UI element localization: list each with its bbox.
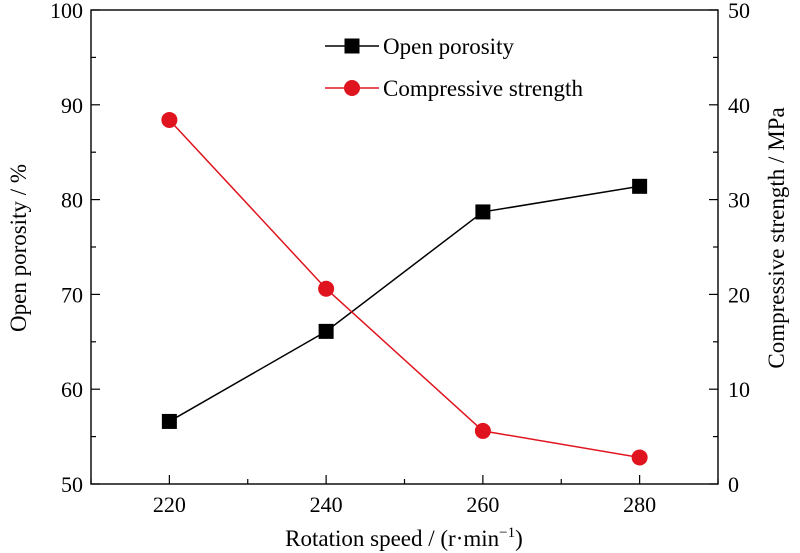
left-y-tick-label: 50 (61, 472, 83, 497)
x-tick-label: 220 (153, 492, 186, 517)
data-point (161, 111, 178, 128)
legend-item: Compressive strength (325, 76, 583, 101)
data-point (474, 422, 491, 439)
x-tick-label: 280 (623, 492, 656, 517)
legend-label: Open porosity (383, 34, 514, 59)
series-line (168, 119, 640, 459)
left-y-tick-label: 80 (61, 188, 83, 213)
right-y-tick-label: 0 (728, 472, 739, 497)
data-point (161, 413, 177, 429)
series-open-porosity (161, 178, 648, 429)
right-y-tick-label: 40 (728, 93, 750, 118)
series-compressive-strength (161, 111, 648, 466)
right-y-tick-label: 10 (728, 377, 750, 402)
left-y-tick-label: 60 (61, 377, 83, 402)
left-y-tick-label: 90 (61, 93, 83, 118)
right-y-axis-label: Compressive strength / MPa (764, 107, 789, 368)
series-line (169, 185, 640, 423)
right-y-axis: 0 10 20 30 40 50 (709, 0, 750, 497)
data-point (318, 280, 335, 297)
data-point (631, 449, 648, 466)
left-y-tick-label: 70 (61, 282, 83, 307)
right-y-tick-label: 30 (728, 188, 750, 213)
right-y-tick-label: 50 (728, 0, 750, 23)
x-axis: 220 240 260 280 (90, 475, 719, 517)
left-y-axis: 50 60 70 80 90 100 (50, 0, 100, 497)
legend-label: Compressive strength (383, 76, 583, 101)
left-y-tick-label: 100 (50, 0, 83, 23)
data-point (632, 178, 648, 194)
legend: Open porosity Compressive strength (325, 34, 583, 101)
x-axis-label: Rotation speed / (r·min−1) (285, 525, 523, 551)
x-tick-label: 260 (466, 492, 499, 517)
x-tick-label: 240 (310, 492, 343, 517)
series-layer (161, 111, 648, 466)
legend-item: Open porosity (325, 34, 514, 59)
legend-marker (344, 38, 360, 54)
left-y-axis-label: Open porosity / % (6, 164, 31, 332)
legend-marker (344, 80, 360, 96)
data-point (475, 204, 491, 220)
right-y-tick-label: 20 (728, 282, 750, 307)
data-point (318, 323, 334, 339)
